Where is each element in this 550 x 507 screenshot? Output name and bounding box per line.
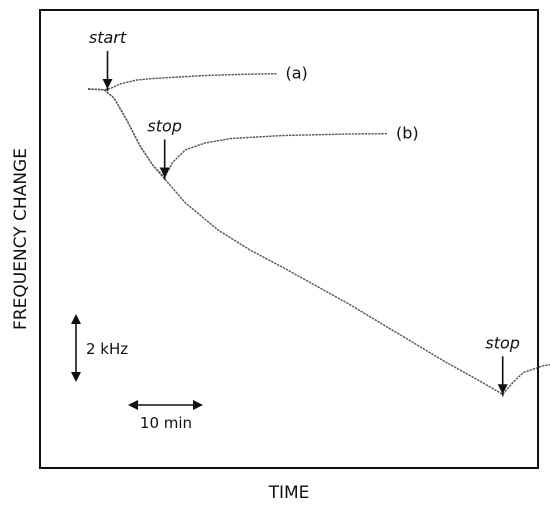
y-axis-label: FREQUENCY CHANGE <box>11 148 31 330</box>
horizontal-scale-bar: 10 min <box>128 400 203 432</box>
x-axis-label: TIME <box>268 483 310 503</box>
annotation-stop-label-2: stop <box>485 333 520 352</box>
annotation-stop-label-1: stop <box>147 117 182 136</box>
annotation-start-label-0: start <box>89 28 127 47</box>
horizontal-scale-label: 10 min <box>140 414 192 432</box>
annotation-start-arrow-head <box>102 79 113 89</box>
curve-labels-group: (a)(b)(c) <box>286 64 419 143</box>
series-b-label: (b) <box>396 124 419 143</box>
annotations-group: start stop stop <box>89 28 520 397</box>
series-c-line <box>87 88 550 395</box>
series-a-label: (a) <box>286 64 308 83</box>
annotation-stop-arrow-head <box>159 167 170 178</box>
series-a-line <box>87 73 277 91</box>
curves-group <box>87 73 550 395</box>
vertical-scale-bar: 2 kHz <box>71 314 128 382</box>
vertical-scale-label: 2 kHz <box>86 340 128 358</box>
plot-frame <box>39 9 539 469</box>
series-b-line <box>87 88 388 179</box>
annotation-stop-arrow-head <box>497 384 508 395</box>
